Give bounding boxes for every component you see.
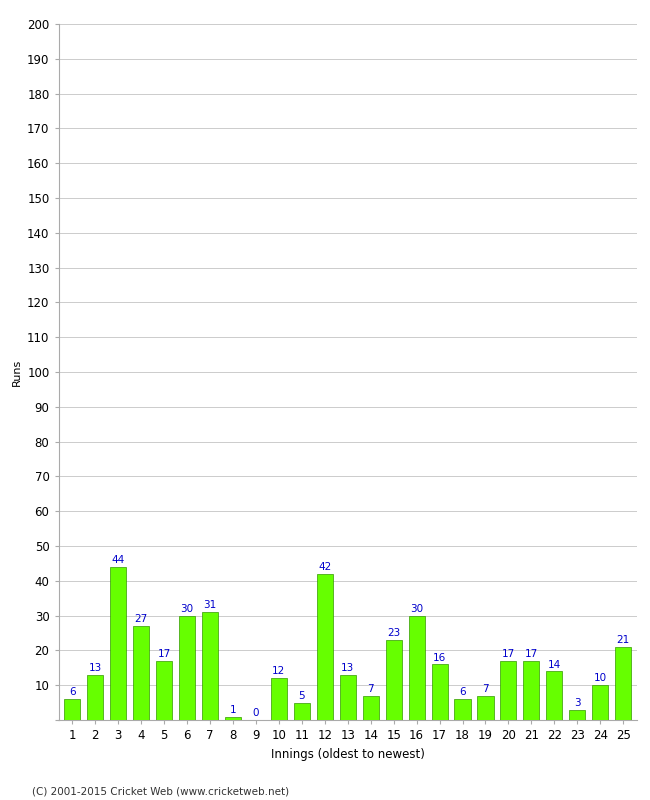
Bar (432, 664, 448, 720)
Text: 10: 10 (593, 674, 607, 683)
Bar (179, 616, 195, 720)
X-axis label: Innings (oldest to newest): Innings (oldest to newest) (271, 747, 424, 761)
Text: 23: 23 (387, 628, 400, 638)
Y-axis label: Runs: Runs (12, 358, 21, 386)
Text: 13: 13 (341, 663, 354, 673)
Bar (225, 717, 241, 720)
Text: 6: 6 (69, 687, 75, 698)
Text: 30: 30 (410, 604, 423, 614)
Text: 14: 14 (548, 659, 561, 670)
Text: 7: 7 (367, 684, 374, 694)
Bar (385, 640, 402, 720)
Bar (87, 674, 103, 720)
Bar (110, 567, 126, 720)
Bar (64, 699, 81, 720)
Text: 0: 0 (253, 708, 259, 718)
Bar (454, 699, 471, 720)
Bar (478, 696, 493, 720)
Bar (363, 696, 379, 720)
Bar (133, 626, 150, 720)
Text: 3: 3 (574, 698, 580, 708)
Text: 30: 30 (181, 604, 194, 614)
Text: 16: 16 (433, 653, 446, 662)
Bar (156, 661, 172, 720)
Bar (271, 678, 287, 720)
Bar (569, 710, 586, 720)
Bar (615, 647, 631, 720)
Text: 12: 12 (272, 666, 285, 677)
Bar (294, 702, 310, 720)
Bar (409, 616, 424, 720)
Bar (340, 674, 356, 720)
Text: 1: 1 (229, 705, 237, 714)
Text: 42: 42 (318, 562, 332, 572)
Text: 21: 21 (617, 635, 630, 645)
Text: 17: 17 (157, 649, 171, 659)
Bar (500, 661, 517, 720)
Text: (C) 2001-2015 Cricket Web (www.cricketweb.net): (C) 2001-2015 Cricket Web (www.cricketwe… (32, 786, 290, 796)
Text: 13: 13 (88, 663, 102, 673)
Text: 27: 27 (135, 614, 148, 624)
Text: 31: 31 (203, 600, 216, 610)
Text: 44: 44 (112, 555, 125, 565)
Text: 17: 17 (502, 649, 515, 659)
Text: 7: 7 (482, 684, 489, 694)
Text: 6: 6 (459, 687, 466, 698)
Bar (592, 685, 608, 720)
Bar (546, 671, 562, 720)
Bar (523, 661, 540, 720)
Text: 5: 5 (298, 691, 305, 701)
Bar (202, 612, 218, 720)
Bar (317, 574, 333, 720)
Text: 17: 17 (525, 649, 538, 659)
